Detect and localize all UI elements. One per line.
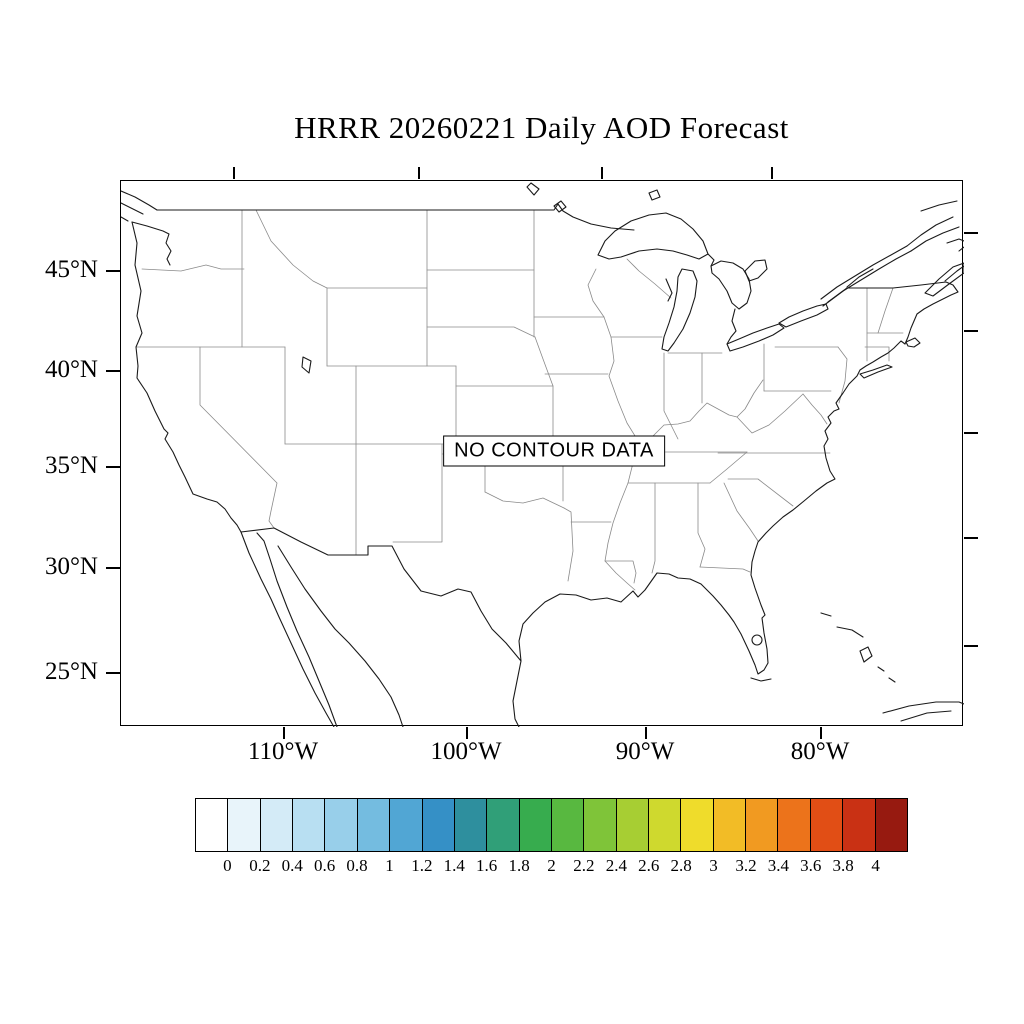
state-borders — [135, 209, 904, 591]
colorbar-cell — [453, 798, 488, 852]
right-tick — [964, 432, 978, 434]
plot-title: HRRR 20260221 Daily AOD Forecast — [294, 110, 789, 145]
colorbar-cell — [712, 798, 747, 852]
colorbar-tick-label: 3.8 — [832, 856, 854, 875]
colorbar-tick-label: 1.6 — [476, 856, 498, 875]
lat-tick — [106, 370, 120, 372]
colorbar-cell — [874, 798, 908, 852]
colorbar-cell — [550, 798, 585, 852]
colorbar — [195, 798, 908, 852]
conus-map-svg — [121, 182, 964, 727]
colorbar-cell — [777, 798, 811, 852]
colorbar-cell — [421, 798, 455, 852]
lat-tick-label: 40°N — [44, 356, 98, 383]
colorbar-tick-label: 3 — [709, 856, 718, 875]
colorbar-tick-label: 4 — [871, 856, 880, 875]
colorbar-cell — [292, 798, 326, 852]
lon-tick — [283, 727, 285, 739]
lat-tick-label: 35°N — [44, 452, 98, 479]
lat-tick — [106, 466, 120, 468]
colorbar-tick-label: 2.6 — [638, 856, 660, 875]
colorbar-tick-label: 0.2 — [249, 856, 271, 875]
top-tick — [601, 167, 603, 179]
colorbar-tick-label: 3.4 — [767, 856, 789, 875]
colorbar-tick-labels: 0 0.2 0.4 0.6 0.8 1 1.2 1.4 1.6 1.8 2 2.2 2.4 2.6 2.8 3… — [195, 856, 908, 878]
lon-tick-label: 110°W — [247, 738, 319, 765]
colorbar-cell — [324, 798, 358, 852]
colorbar-tick-label: 0.8 — [346, 856, 368, 875]
colorbar-tick-label: 2 — [547, 856, 556, 875]
right-tick — [964, 232, 978, 234]
lon-tick-label: 90°W — [615, 738, 675, 765]
colorbar-cell — [809, 798, 844, 852]
colorbar-cell — [615, 798, 650, 852]
colorbar-tick-label: 1 — [385, 856, 394, 875]
lon-tick — [466, 727, 468, 739]
colorbar-tick-label: 2.2 — [573, 856, 595, 875]
colorbar-cell — [259, 798, 294, 852]
lat-tick — [106, 567, 120, 569]
colorbar-cell — [518, 798, 552, 852]
colorbar-cell — [583, 798, 617, 852]
right-tick — [964, 330, 978, 332]
colorbar-cell — [842, 798, 876, 852]
colorbar-cell — [195, 798, 229, 852]
colorbar-tick-label: 0.4 — [281, 856, 303, 875]
colorbar-tick-label: 0 — [223, 856, 232, 875]
coastlines — [121, 182, 964, 727]
colorbar-tick-label: 0.6 — [314, 856, 336, 875]
colorbar-cell — [389, 798, 423, 852]
lat-tick — [106, 672, 120, 674]
lat-tick — [106, 270, 120, 272]
colorbar-cell — [745, 798, 779, 852]
lat-tick-label: 45°N — [44, 256, 98, 283]
colorbar-cell — [227, 798, 261, 852]
lon-tick — [820, 727, 822, 739]
colorbar-tick-label: 3.2 — [735, 856, 757, 875]
colorbar-tick-label: 1.8 — [508, 856, 530, 875]
colorbar-cell — [356, 798, 391, 852]
colorbar-cell — [680, 798, 714, 852]
right-tick — [964, 645, 978, 647]
lon-tick-label: 100°W — [430, 738, 502, 765]
colorbar-tick-label: 3.6 — [800, 856, 822, 875]
lon-tick-label: 80°W — [790, 738, 850, 765]
lat-tick-label: 30°N — [44, 553, 98, 580]
colorbar-tick-label: 1.4 — [443, 856, 465, 875]
colorbar-tick-label: 2.8 — [670, 856, 692, 875]
right-tick — [964, 537, 978, 539]
lon-tick — [645, 727, 647, 739]
top-tick — [418, 167, 420, 179]
map-plot-area: NO CONTOUR DATA — [120, 180, 964, 727]
colorbar-cell — [648, 798, 682, 852]
lat-tick-label: 25°N — [44, 658, 98, 685]
top-tick — [233, 167, 235, 179]
no-contour-data-label: NO CONTOUR DATA — [443, 435, 665, 467]
colorbar-tick-label: 2.4 — [605, 856, 627, 875]
colorbar-tick-label: 1.2 — [411, 856, 433, 875]
top-tick — [771, 167, 773, 179]
colorbar-cell — [486, 798, 520, 852]
